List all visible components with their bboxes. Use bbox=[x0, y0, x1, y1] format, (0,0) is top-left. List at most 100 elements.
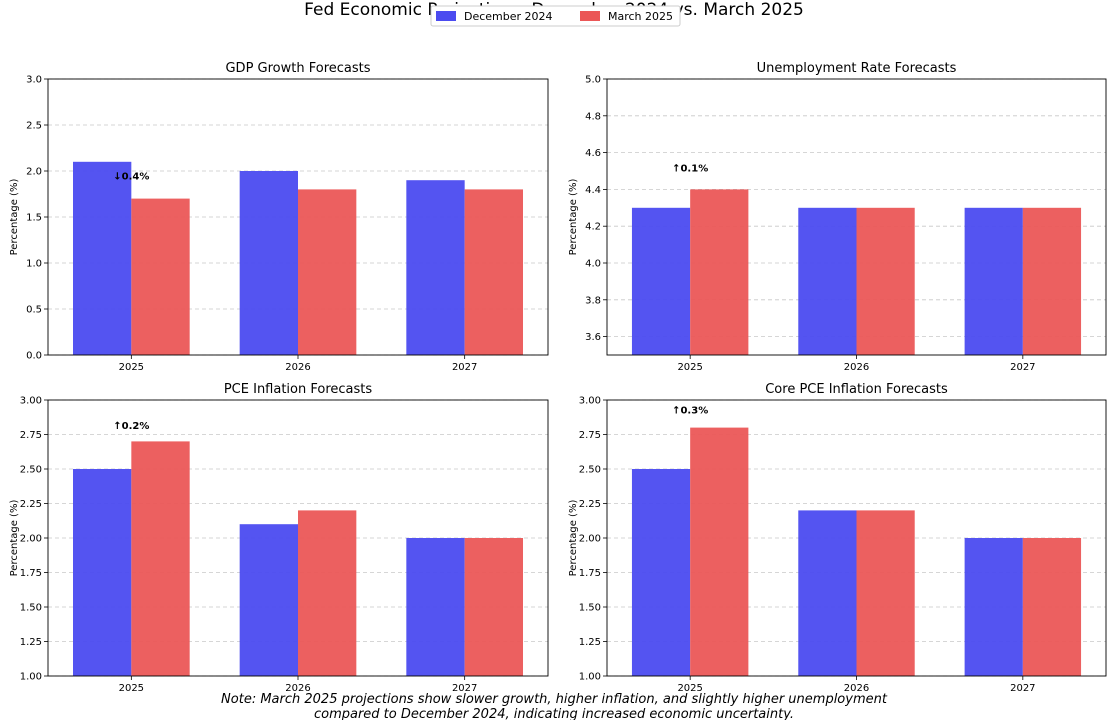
x-tick-label: 2026 bbox=[844, 362, 869, 373]
y-tick-label: 0.0 bbox=[26, 351, 42, 362]
y-tick-label: 2.50 bbox=[579, 465, 601, 476]
chart-panel-2: 3.6 3.8 4.0 4.2 4.4 4.6 4.8 5.0 2025 2026 2027 Unem… bbox=[568, 61, 1107, 373]
bar-december-2024-2026 bbox=[239, 171, 298, 355]
bar-december-2024-2025 bbox=[631, 207, 691, 355]
y-tick-label: 1.5 bbox=[26, 213, 42, 224]
y-tick-label: 2.25 bbox=[20, 499, 42, 510]
x-tick-label: 2026 bbox=[844, 683, 869, 694]
y-tick-label: 3.0 bbox=[26, 75, 42, 86]
x-tick-label: 2026 bbox=[285, 683, 310, 694]
panel-title: GDP Growth Forecasts bbox=[225, 61, 370, 76]
y-tick-label: 1.0 bbox=[26, 259, 42, 270]
y-tick-label: 4.2 bbox=[585, 222, 601, 233]
legend-swatch-december-2024 bbox=[436, 11, 456, 21]
bar-group bbox=[73, 161, 523, 355]
change-annotation: ↑0.1% bbox=[672, 163, 708, 174]
y-tick-label: 1.25 bbox=[579, 637, 601, 648]
y-tick-label: 1.25 bbox=[20, 637, 42, 648]
y-axis-label: Percentage (%) bbox=[568, 500, 579, 577]
legend: December 2024 March 2025 bbox=[430, 5, 681, 27]
axes-frame bbox=[47, 399, 549, 677]
x-tick-label: 2025 bbox=[677, 683, 702, 694]
x-tick-label: 2025 bbox=[677, 362, 702, 373]
bar-december-2024-2025 bbox=[73, 161, 132, 355]
chart-panel-1: 0.0 0.5 1.0 1.5 2.0 2.5 3.0 2025 2026 2027 GDP Gro… bbox=[9, 61, 549, 373]
y-tick-label: 2.25 bbox=[579, 499, 601, 510]
y-tick-label: 4.4 bbox=[585, 185, 601, 196]
x-tick-label: 2027 bbox=[452, 683, 477, 694]
x-tick-label: 2025 bbox=[119, 683, 144, 694]
x-tick-label: 2027 bbox=[1010, 362, 1035, 373]
y-tick-label: 0.5 bbox=[26, 305, 42, 316]
bar-march-2025-2026 bbox=[298, 510, 357, 676]
y-tick-label: 4.0 bbox=[585, 259, 601, 270]
panel-title: Unemployment Rate Forecasts bbox=[757, 61, 957, 76]
bar-december-2024-2026 bbox=[239, 524, 298, 676]
y-tick-label: 2.0 bbox=[26, 167, 42, 178]
legend-swatch-march-2025 bbox=[580, 11, 600, 21]
y-tick-label: 1.50 bbox=[20, 603, 42, 614]
change-annotation: ↑0.3% bbox=[672, 406, 708, 417]
x-tick-label: 2027 bbox=[1010, 683, 1035, 694]
x-tick-label: 2026 bbox=[285, 362, 310, 373]
legend-label-december-2024: December 2024 bbox=[464, 10, 553, 23]
footnote-line-2: compared to December 2024, indicating in… bbox=[314, 707, 794, 720]
y-tick-label: 2.5 bbox=[26, 121, 42, 132]
bar-december-2024-2026 bbox=[798, 510, 857, 676]
y-tick-label: 1.75 bbox=[20, 568, 42, 579]
bar-march-2025-2026 bbox=[298, 189, 357, 355]
subplot-grid: 0.0 0.5 1.0 1.5 2.0 2.5 3.0 2025 2026 2027 GDP Gro… bbox=[9, 61, 1107, 694]
y-tick-label: 3.00 bbox=[579, 396, 601, 407]
chart-panel-3: 1.00 1.25 1.50 1.75 2.00 2.25 2.50 2.75 3.00 2025… bbox=[9, 382, 549, 694]
axes-frame bbox=[606, 399, 1107, 677]
footnote-line-1: Note: March 2025 projections show slower… bbox=[221, 692, 888, 707]
y-tick-label: 5.0 bbox=[585, 75, 601, 86]
y-tick-label: 2.00 bbox=[20, 534, 42, 545]
y-tick-label: 3.00 bbox=[20, 396, 42, 407]
bar-december-2024-2027 bbox=[406, 538, 465, 676]
panel-title: PCE Inflation Forecasts bbox=[224, 382, 373, 397]
panel-title: Core PCE Inflation Forecasts bbox=[765, 382, 948, 397]
bar-march-2025-2025 bbox=[690, 189, 749, 355]
bar-december-2024-2027 bbox=[406, 180, 465, 355]
y-tick-label: 2.75 bbox=[20, 430, 42, 441]
bar-december-2024-2027 bbox=[964, 538, 1023, 676]
y-tick-label: 3.6 bbox=[585, 332, 601, 343]
y-tick-label: 3.8 bbox=[585, 295, 601, 306]
y-axis-label: Percentage (%) bbox=[9, 179, 20, 256]
y-axis-label: Percentage (%) bbox=[9, 500, 20, 577]
bar-march-2025-2027 bbox=[1022, 538, 1082, 676]
bar-march-2025-2027 bbox=[1022, 207, 1082, 355]
bar-december-2024-2027 bbox=[964, 207, 1023, 355]
bar-march-2025-2026 bbox=[856, 510, 915, 676]
x-tick-label: 2027 bbox=[452, 362, 477, 373]
y-tick-label: 1.00 bbox=[20, 672, 42, 683]
bar-march-2025-2026 bbox=[856, 207, 915, 355]
y-axis-label: Percentage (%) bbox=[568, 179, 579, 256]
bar-group bbox=[631, 427, 1082, 676]
y-tick-label: 1.75 bbox=[579, 568, 601, 579]
bar-march-2025-2027 bbox=[464, 189, 523, 355]
change-annotation: ↓0.4% bbox=[113, 172, 149, 183]
y-tick-label: 2.75 bbox=[579, 430, 601, 441]
y-tick-label: 1.00 bbox=[579, 672, 601, 683]
legend-label-march-2025: March 2025 bbox=[608, 10, 673, 23]
y-tick-label: 4.8 bbox=[585, 111, 601, 122]
y-tick-label: 1.50 bbox=[579, 603, 601, 614]
chart-panel-4: 1.00 1.25 1.50 1.75 2.00 2.25 2.50 2.75 3.00 2025… bbox=[568, 382, 1107, 694]
bar-march-2025-2025 bbox=[131, 441, 190, 676]
bar-group bbox=[631, 189, 1082, 355]
bar-march-2025-2025 bbox=[690, 427, 749, 676]
bar-march-2025-2027 bbox=[464, 538, 523, 676]
bar-december-2024-2026 bbox=[798, 207, 857, 355]
bar-december-2024-2025 bbox=[631, 469, 691, 676]
legend-frame bbox=[430, 5, 681, 27]
change-annotation: ↑0.2% bbox=[113, 421, 149, 432]
x-tick-label: 2025 bbox=[119, 362, 144, 373]
axes-frame bbox=[47, 78, 549, 356]
y-tick-label: 2.50 bbox=[20, 465, 42, 476]
y-tick-label: 4.6 bbox=[585, 148, 601, 159]
bar-group bbox=[73, 441, 523, 676]
y-tick-label: 2.00 bbox=[579, 534, 601, 545]
